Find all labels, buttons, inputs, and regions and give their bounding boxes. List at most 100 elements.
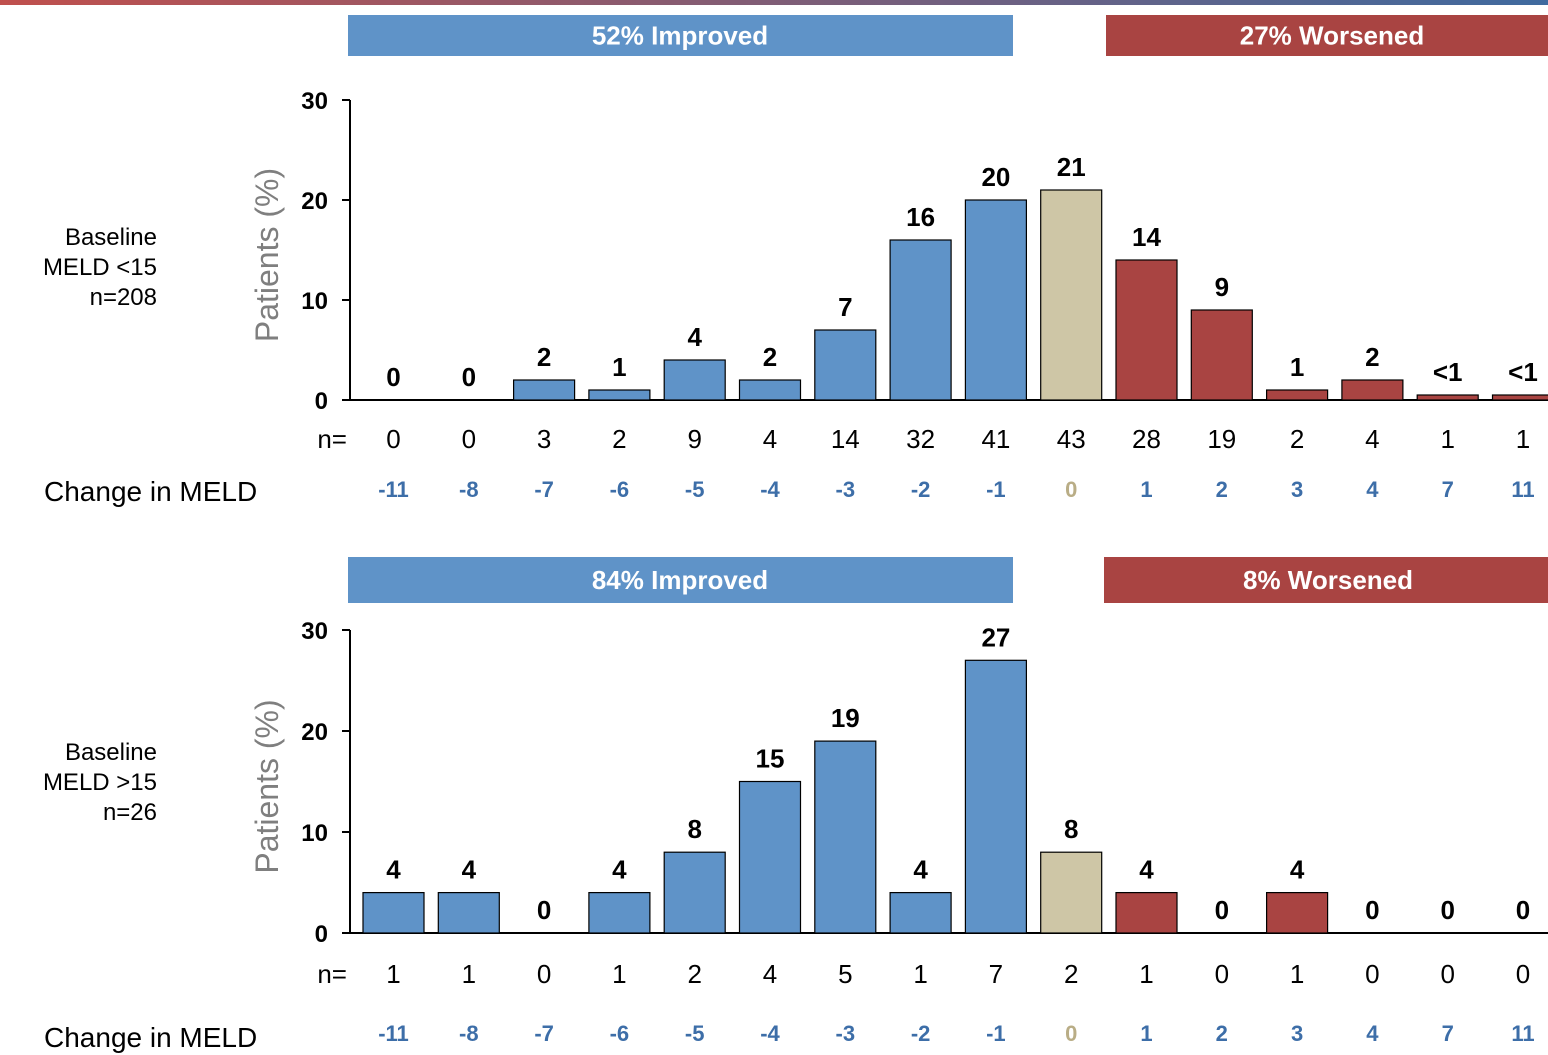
bar	[1265, 891, 1329, 934]
bar	[362, 891, 425, 934]
bar-value-label: 2	[537, 342, 551, 372]
meld-change-category: 0	[1065, 1021, 1077, 1046]
bar	[964, 199, 1028, 401]
bar-value-label: 4	[386, 855, 401, 885]
meld-change-category: -3	[836, 1021, 856, 1046]
n-count: 2	[1064, 959, 1078, 989]
n-count: 0	[1440, 959, 1454, 989]
y-tick-label: 30	[301, 618, 328, 645]
improved-banner	[348, 15, 1013, 56]
n-count: 1	[1139, 959, 1153, 989]
worsened-banner-label: 27% Worsened	[1240, 21, 1424, 51]
y-axis-label: Patients (%)	[249, 699, 285, 873]
meld-change-category: -5	[685, 1021, 705, 1046]
bar-value-label: 0	[1516, 895, 1530, 925]
meld-change-category: 7	[1442, 1021, 1454, 1046]
meld-change-category: -11	[378, 1021, 409, 1046]
bar-value-label: 19	[831, 703, 860, 733]
bar-value-label: 4	[687, 322, 702, 352]
meld-change-category: 2	[1216, 1021, 1228, 1046]
bar	[437, 891, 500, 934]
improved-banner-label: 52% Improved	[592, 21, 768, 51]
bar	[1115, 259, 1178, 401]
panel-label-line: n=26	[103, 799, 157, 826]
n-count: 41	[981, 424, 1010, 454]
n-count: 19	[1207, 424, 1236, 454]
meld-change-category: -8	[459, 1021, 479, 1046]
bar-value-label: 4	[913, 855, 928, 885]
x-axis-title: Change in MELD	[44, 1022, 257, 1053]
panel-label-line: MELD >15	[43, 769, 157, 796]
n-count: 43	[1057, 424, 1086, 454]
bar	[663, 359, 726, 401]
meld-change-category: -8	[459, 477, 479, 502]
n-row-label: n=	[317, 959, 347, 989]
bar	[889, 239, 952, 401]
bar-value-label: 2	[763, 342, 777, 372]
n-count: 0	[462, 424, 476, 454]
meld-change-category: -2	[911, 477, 931, 502]
improved-banner-label: 84% Improved	[592, 565, 768, 595]
chart-panel-2: 84% Improved 8% Worsened Baseline MELD >15 n…	[43, 557, 1548, 1053]
meld-change-category: 11	[1511, 477, 1534, 502]
n-count: 5	[838, 959, 852, 989]
bar-value-label: 1	[1290, 352, 1304, 382]
n-count: 7	[989, 959, 1003, 989]
improved-banner	[348, 557, 1013, 603]
bar-value-label: 7	[838, 292, 852, 322]
bar-value-label: 8	[687, 814, 701, 844]
y-tick-label: 0	[315, 388, 328, 415]
bar	[889, 891, 952, 934]
bar	[738, 780, 802, 934]
bar	[1265, 389, 1329, 401]
bar-value-label: 16	[906, 202, 935, 232]
panel-label-line: Baseline	[65, 739, 157, 766]
n-row-label: n=	[317, 424, 347, 454]
n-count: 1	[612, 959, 626, 989]
bar-value-label: 0	[537, 895, 551, 925]
bar	[1491, 394, 1548, 401]
n-count: 1	[1516, 424, 1530, 454]
y-tick-label: 30	[301, 88, 328, 115]
bar-value-label: <1	[1508, 357, 1538, 387]
n-count: 2	[1290, 424, 1304, 454]
bar-value-label: <1	[1433, 357, 1463, 387]
meld-change-category: -6	[610, 477, 630, 502]
y-tick-label: 20	[301, 719, 328, 746]
meld-change-category: -1	[986, 477, 1006, 502]
meld-change-category: -11	[378, 477, 409, 502]
bar-value-label: 0	[462, 362, 476, 392]
worsened-banner	[1106, 15, 1548, 56]
worsened-banner	[1104, 557, 1548, 603]
bar-value-label: 1	[612, 352, 626, 382]
n-count: 0	[1215, 959, 1229, 989]
n-count: 4	[1365, 424, 1379, 454]
n-count: 2	[612, 424, 626, 454]
meld-change-category: -5	[685, 477, 705, 502]
top-accent-line	[0, 0, 1548, 5]
panel-label-line: n=208	[90, 284, 157, 311]
n-count: 28	[1132, 424, 1161, 454]
y-tick-label: 10	[301, 288, 328, 315]
meld-change-category: 1	[1140, 477, 1152, 502]
n-count: 0	[1516, 959, 1530, 989]
bar-value-label: 2	[1365, 342, 1379, 372]
bar	[814, 740, 877, 934]
n-count: 1	[1290, 959, 1304, 989]
n-count: 4	[763, 424, 777, 454]
bar-value-label: 0	[1365, 895, 1379, 925]
n-count: 1	[1440, 424, 1454, 454]
bar-value-label: 20	[981, 162, 1010, 192]
worsened-banner-label: 8% Worsened	[1243, 565, 1413, 595]
meld-change-category: 4	[1366, 1021, 1379, 1046]
meld-change-category: 2	[1216, 477, 1228, 502]
bar	[663, 851, 726, 934]
meld-change-category: -7	[534, 1021, 554, 1046]
meld-change-category: -4	[760, 477, 780, 502]
x-axis-title: Change in MELD	[44, 476, 257, 507]
n-count: 1	[462, 959, 476, 989]
bar-value-label: 9	[1215, 272, 1229, 302]
bar	[814, 329, 877, 401]
meld-change-category: -4	[760, 1021, 780, 1046]
n-count: 0	[386, 424, 400, 454]
